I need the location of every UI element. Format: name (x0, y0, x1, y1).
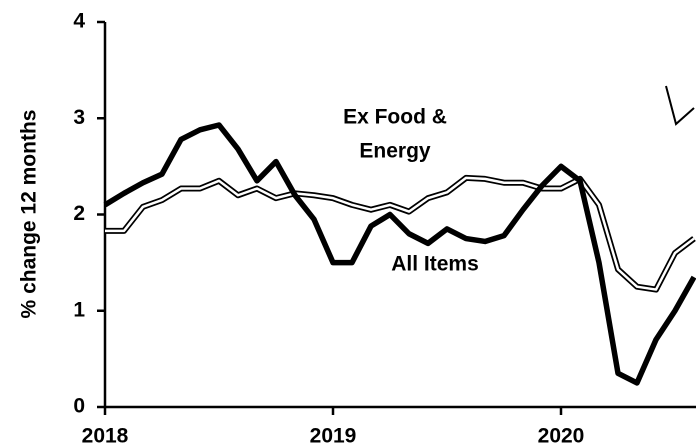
annotation: All Items (391, 253, 479, 276)
series-line (103, 122, 696, 386)
y-tick-label: 3 (73, 106, 85, 129)
annotation: Energy (359, 140, 431, 163)
partial-mark (665, 85, 695, 126)
y-tick-label: 0 (73, 395, 85, 418)
x-tick-label: 2019 (310, 425, 357, 448)
x-tick-label: 2020 (538, 425, 585, 448)
y-tick-label: 1 (73, 298, 85, 321)
series-line-inner (105, 176, 695, 291)
y-tick-label: 4 (73, 10, 85, 33)
annotation: Ex Food & (343, 106, 447, 129)
x-tick-label: 2018 (82, 425, 129, 448)
y-tick-label: 2 (73, 202, 85, 225)
y-axis-label: % change 12 months (18, 110, 41, 319)
